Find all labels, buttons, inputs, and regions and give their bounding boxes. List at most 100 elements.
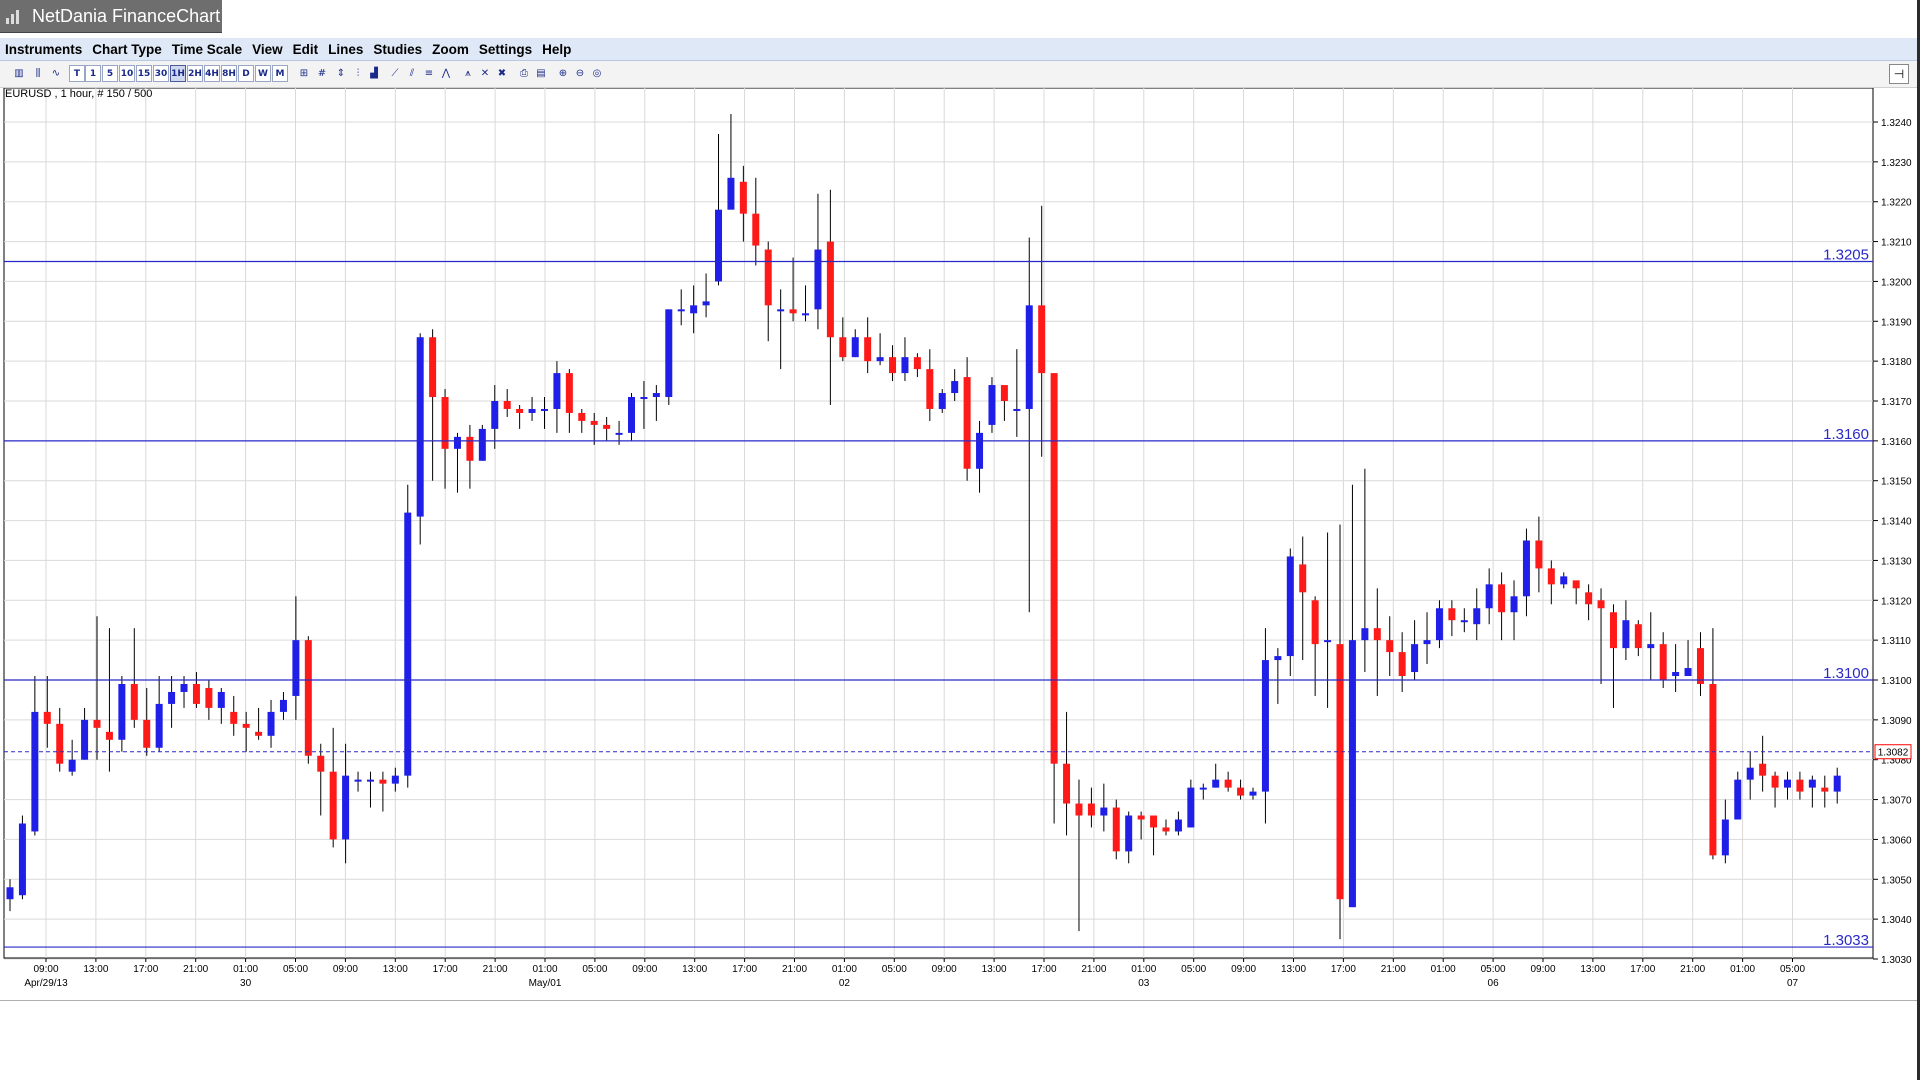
candle[interactable] [926, 349, 934, 421]
candle[interactable] [901, 337, 909, 382]
delete-all-icon[interactable]: ✖ [497, 68, 507, 79]
candle[interactable] [1634, 620, 1642, 657]
menu-lines[interactable]: Lines [328, 41, 364, 57]
app-tab[interactable]: NetDania FinanceChart [0, 0, 222, 33]
candle[interactable] [441, 389, 449, 489]
candle[interactable] [1771, 771, 1779, 808]
candle[interactable] [1821, 775, 1829, 808]
candle[interactable] [242, 711, 250, 752]
candle[interactable] [1336, 524, 1344, 940]
print-icon[interactable]: ⎙ [520, 68, 528, 79]
crosshair-icon[interactable]: ⊞ [299, 68, 309, 79]
candle[interactable] [1411, 620, 1419, 680]
candle[interactable] [777, 289, 785, 370]
candle[interactable] [404, 484, 412, 788]
candle[interactable] [1808, 775, 1816, 808]
candle[interactable] [963, 357, 971, 481]
candle[interactable] [1609, 604, 1617, 708]
candle[interactable] [826, 189, 834, 405]
candle[interactable] [665, 309, 673, 405]
menu-instruments[interactable]: Instruments [5, 41, 83, 57]
timeframe-button-15[interactable]: 15 [136, 65, 152, 82]
pitchfork-icon[interactable]: ⩚ [465, 68, 471, 79]
candle[interactable] [105, 628, 113, 772]
indicator-icon[interactable]: ⫶ [356, 68, 360, 79]
candle[interactable] [702, 273, 710, 318]
candle[interactable] [1286, 548, 1294, 677]
chart-type-line-icon[interactable]: ∿ [51, 68, 61, 79]
candle[interactable] [851, 329, 859, 358]
menu-edit[interactable]: Edit [292, 41, 319, 57]
candle[interactable] [1622, 600, 1630, 661]
timeframe-button-30[interactable]: 30 [153, 65, 169, 82]
candle[interactable] [68, 739, 76, 776]
candle[interactable] [255, 707, 263, 740]
candle[interactable] [1435, 600, 1443, 649]
timeframe-button-w[interactable]: W [255, 65, 271, 82]
candle[interactable] [1696, 632, 1704, 696]
candle[interactable] [1460, 608, 1468, 633]
timeframe-button-4h[interactable]: 4H [204, 65, 220, 82]
candle[interactable] [652, 385, 660, 421]
candle[interactable] [143, 687, 151, 756]
timeframe-button-t[interactable]: T [69, 65, 85, 82]
candle[interactable] [1137, 811, 1145, 840]
candle[interactable] [1833, 767, 1841, 804]
candle[interactable] [1373, 588, 1381, 696]
candle[interactable] [6, 879, 14, 912]
candle[interactable] [988, 377, 996, 433]
delete-line-icon[interactable]: ✕ [480, 68, 490, 79]
candle[interactable] [366, 771, 374, 808]
candle[interactable] [690, 285, 698, 334]
candle[interactable] [1585, 584, 1593, 621]
candle[interactable] [1423, 612, 1431, 665]
candle[interactable] [1361, 468, 1369, 673]
candle[interactable] [31, 676, 39, 836]
candle[interactable] [1734, 771, 1742, 820]
candle[interactable] [715, 133, 723, 286]
candle[interactable] [528, 397, 536, 421]
candle[interactable] [466, 424, 474, 489]
candle[interactable] [1100, 783, 1108, 832]
candle[interactable] [839, 317, 847, 362]
candle[interactable] [1000, 385, 1008, 421]
candle[interactable] [155, 676, 163, 752]
candle[interactable] [628, 393, 635, 441]
candle[interactable] [1672, 644, 1680, 692]
candle[interactable] [876, 333, 884, 366]
candle[interactable] [1684, 640, 1692, 677]
candle[interactable] [1299, 536, 1307, 661]
zoom-out-icon[interactable]: ⊖ [575, 68, 585, 79]
timeframe-button-1h[interactable]: 1H [170, 65, 186, 82]
candle[interactable] [1510, 580, 1518, 641]
candle[interactable] [1224, 771, 1232, 792]
candle[interactable] [1522, 528, 1530, 617]
candle[interactable] [1013, 349, 1021, 437]
candle[interactable] [217, 687, 225, 724]
candle[interactable] [1050, 373, 1058, 824]
candle[interactable] [540, 397, 548, 429]
candle[interactable] [864, 317, 872, 374]
candle[interactable] [1274, 648, 1282, 704]
candle[interactable] [1448, 600, 1456, 637]
candle[interactable] [1721, 799, 1729, 864]
candle[interactable] [267, 699, 275, 748]
candle[interactable] [354, 771, 362, 792]
zoom-in-icon[interactable]: ⊕ [558, 68, 568, 79]
candle[interactable] [130, 628, 138, 728]
candle[interactable] [118, 676, 126, 752]
candle[interactable] [1063, 711, 1071, 836]
timeframe-button-10[interactable]: 10 [119, 65, 135, 82]
volume-icon[interactable]: ▟ [370, 68, 378, 79]
scale-icon[interactable]: ⇕ [336, 68, 346, 79]
channel-icon[interactable]: ⫽ [409, 68, 415, 79]
candle[interactable] [802, 285, 810, 322]
candle[interactable] [1485, 568, 1493, 625]
candle[interactable] [43, 676, 51, 748]
candle[interactable] [1746, 751, 1754, 800]
candle[interactable] [81, 707, 89, 760]
timeframe-button-m[interactable]: M [272, 65, 288, 82]
candle[interactable] [1075, 779, 1083, 932]
chart-type-candle-icon[interactable]: ▥ [14, 68, 24, 79]
candle[interactable] [1759, 735, 1767, 792]
